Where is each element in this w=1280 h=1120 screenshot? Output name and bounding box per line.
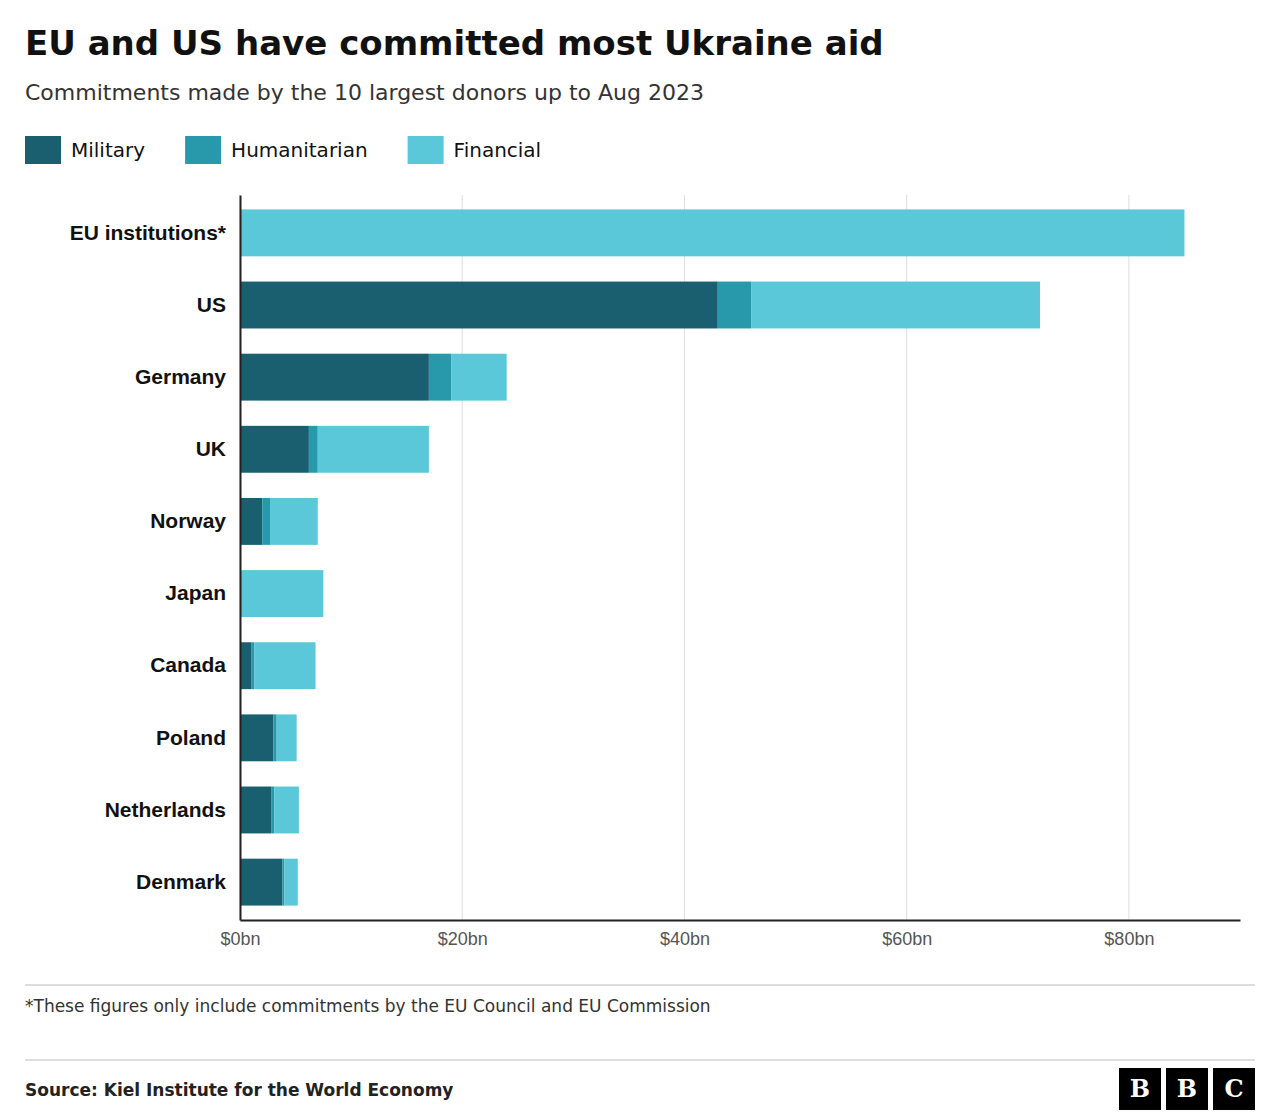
x-tick: $40bn [660, 920, 710, 949]
bar [240, 787, 271, 834]
y-tick: Norway [150, 509, 240, 532]
logo-box [1119, 1068, 1161, 1110]
series [251, 282, 751, 906]
bar [240, 570, 323, 617]
category-label: EU institutions* [70, 221, 227, 244]
bar [254, 642, 315, 689]
bar [284, 859, 297, 906]
x-axis: $0bn $20bn $40bn $60bn $80bn [220, 920, 1240, 949]
legend-item: Humanitarian [185, 136, 368, 164]
y-tick: Japan [165, 581, 240, 604]
separator [25, 984, 1255, 985]
logo-box [1213, 1068, 1255, 1110]
y-axis-line [240, 196, 242, 921]
source: Source: Kiel Institute for the World Eco… [25, 1080, 453, 1100]
logo-letter: B [1177, 1074, 1197, 1103]
grid [240, 195, 1129, 920]
bar [262, 498, 270, 545]
x-tick-label: $0bn [220, 929, 260, 949]
bar [751, 282, 1040, 329]
legend-swatch [25, 136, 61, 164]
x-tick-label: $40bn [660, 929, 710, 949]
y-tick: Denmark [136, 870, 240, 893]
grid-line [240, 195, 241, 920]
category-label: Canada [150, 653, 226, 676]
legend-swatch [408, 136, 444, 164]
logo-letter: C [1224, 1074, 1243, 1103]
bar [240, 498, 262, 545]
category-label: Japan [165, 581, 226, 604]
logo-box [1166, 1068, 1208, 1110]
chart: EU and US have committed most Ukraine ai… [0, 0, 1280, 1120]
bar [429, 354, 451, 401]
bar [240, 426, 309, 473]
x-tick-label: $20bn [438, 929, 488, 949]
bar [274, 787, 298, 834]
legend-label: Humanitarian [231, 138, 368, 162]
bar [277, 714, 297, 761]
category-label: Poland [156, 726, 226, 749]
bar [318, 426, 429, 473]
grid-line [1128, 195, 1129, 920]
bar [309, 426, 318, 473]
x-tick-label: $60bn [882, 929, 932, 949]
bar [240, 209, 1184, 256]
bar [240, 714, 273, 761]
legend-label: Financial [454, 138, 542, 162]
bars [240, 209, 1184, 905]
x-tick: $80bn [1104, 920, 1154, 949]
x-tick: $20bn [438, 920, 488, 949]
bar [718, 282, 751, 329]
x-tick: $0bn [220, 920, 260, 949]
bar [282, 859, 284, 906]
y-tick: Netherlands [105, 798, 240, 821]
y-tick: EU institutions* [70, 221, 240, 244]
bar [251, 642, 254, 689]
bar [240, 354, 429, 401]
series [240, 209, 1184, 905]
logo: BBC [1119, 1068, 1255, 1110]
legend-item: Military [25, 136, 145, 164]
y-tick: Poland [156, 726, 240, 749]
category-label: Denmark [136, 870, 226, 893]
subtitle: Commitments made by the 10 largest donor… [25, 80, 704, 105]
x-tick-label: $80bn [1104, 929, 1154, 949]
plot: $0bn $20bn $40bn $60bn $80bn EU institutions*… [70, 195, 1241, 949]
category-label: Norway [150, 509, 226, 532]
x-axis-line [241, 920, 1241, 922]
logo-text: BBC [1130, 1074, 1244, 1103]
title: EU and US have committed most Ukraine ai… [25, 23, 884, 63]
y-tick: Germany [135, 365, 240, 388]
series [240, 282, 718, 906]
logo-letter: B [1130, 1074, 1150, 1103]
category-label: Netherlands [105, 798, 226, 821]
legend-swatch [185, 136, 221, 164]
bar [240, 859, 282, 906]
legend: Military Humanitarian Financial [25, 136, 541, 164]
y-axis: EU institutions* US Germany UK Norway Japan Ca… [70, 196, 241, 921]
bar [270, 498, 318, 545]
y-tick: US [197, 293, 240, 316]
legend-item: Financial [408, 136, 542, 164]
bar [273, 714, 276, 761]
bar [240, 642, 251, 689]
bar [271, 787, 274, 834]
category-label: UK [196, 437, 226, 460]
x-tick: $60bn [882, 920, 932, 949]
bar [240, 282, 718, 329]
y-tick: Canada [150, 653, 240, 676]
category-label: US [197, 293, 226, 316]
legend-label: Military [71, 138, 145, 162]
category-label: Germany [135, 365, 226, 388]
footnote: *These figures only include commitments … [25, 996, 711, 1016]
bar [451, 354, 507, 401]
separator [25, 1059, 1255, 1060]
y-tick: UK [196, 437, 240, 460]
